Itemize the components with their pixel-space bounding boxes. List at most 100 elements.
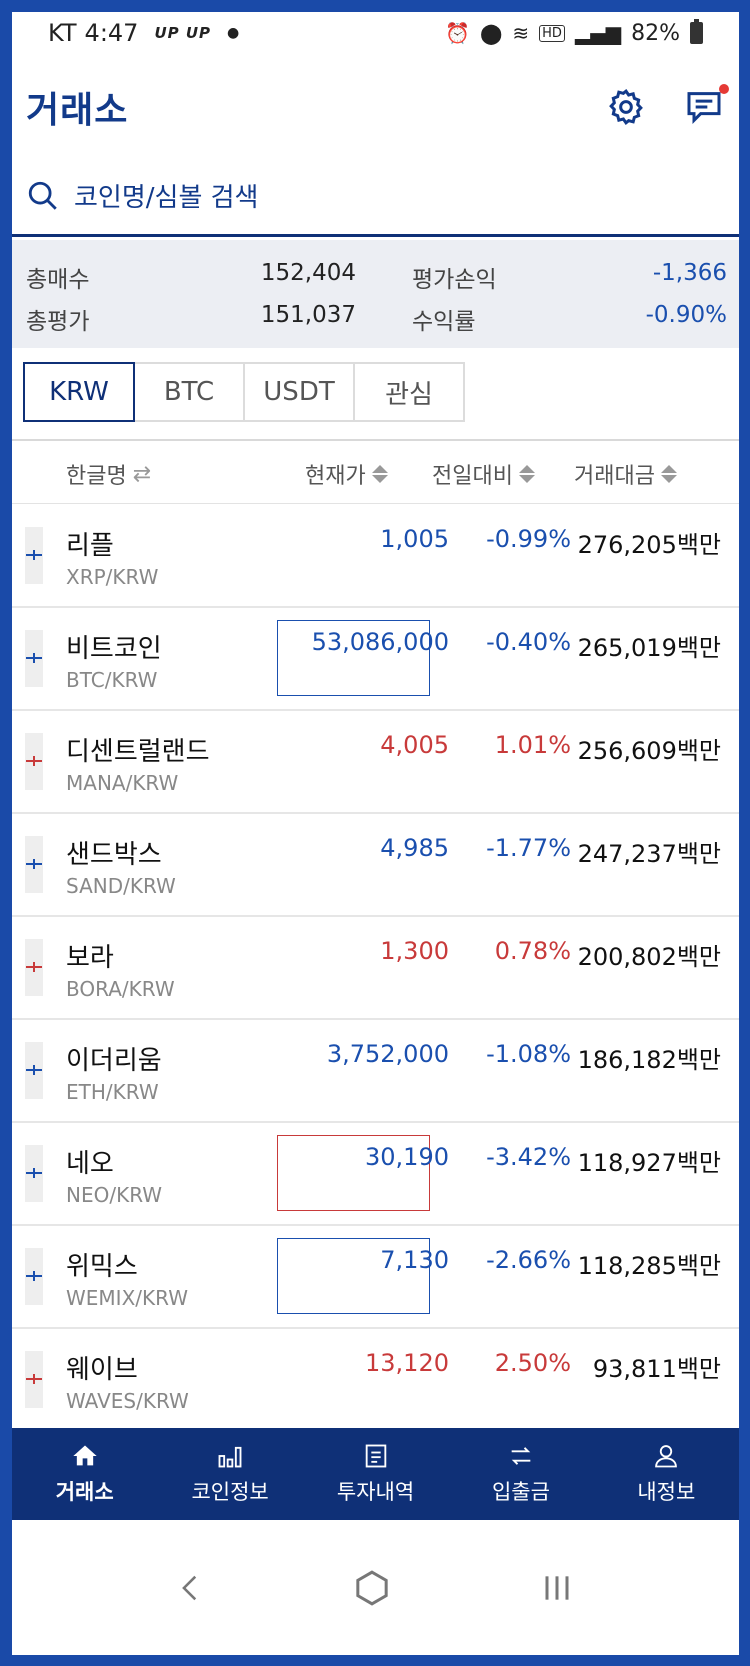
trade-volume: 118,285백만 <box>577 1252 721 1280</box>
hd-icon: HD <box>539 24 565 42</box>
search-input[interactable]: 코인명/심볼 검색 <box>74 183 259 213</box>
nav-my-info[interactable]: 내정보 <box>594 1428 739 1520</box>
column-volume-label: 거래대금 <box>574 464 655 489</box>
nav-exchange[interactable]: 거래소 <box>12 1428 157 1520</box>
coin-name: 위믹스 <box>66 1252 138 1282</box>
search-bar[interactable]: 코인명/심볼 검색 <box>12 157 739 237</box>
table-row[interactable]: 보라 BORA/KRW 1,300 0.78% 200,802백만 <box>12 917 739 1020</box>
status-tag: UP UP <box>154 24 212 42</box>
price-change: 1.01% <box>494 731 571 759</box>
table-row[interactable]: 웨이브 WAVES/KRW 13,120 2.50% 93,811백만 <box>12 1329 739 1432</box>
bar-chart-icon <box>218 1446 242 1468</box>
price-change: -1.08% <box>486 1040 571 1068</box>
app-header: 거래소 <box>12 64 739 150</box>
mini-candle-icon <box>25 630 43 687</box>
coin-list: 리플 XRP/KRW 1,005 -0.99% 276,205백만 비트코인 B… <box>12 505 739 1432</box>
tab-krw[interactable]: KRW <box>23 362 135 422</box>
trade-volume: 256,609백만 <box>577 737 721 765</box>
nav-deposit-withdraw[interactable]: 입출금 <box>448 1428 593 1520</box>
current-price: 1,005 <box>380 525 449 553</box>
divider <box>12 439 739 441</box>
price-change: -2.66% <box>486 1246 571 1274</box>
pnl-value: -1,366 <box>652 260 727 286</box>
tab-favorites[interactable]: 관심 <box>353 362 465 422</box>
recent-apps-icon[interactable] <box>537 1568 577 1608</box>
sort-price-button[interactable]: 현재가 <box>305 458 388 490</box>
signal-icon: ▂▄▆ <box>574 21 622 45</box>
table-row[interactable]: 위믹스 WEMIX/KRW 7,130 -2.66% 118,285백만 <box>12 1226 739 1329</box>
price-change: -3.42% <box>486 1143 571 1171</box>
mini-candle-icon <box>25 1042 43 1099</box>
current-price: 4,985 <box>380 834 449 862</box>
price-change: 0.78% <box>494 937 571 965</box>
coin-symbol: WEMIX/KRW <box>66 1286 188 1310</box>
current-price: 4,005 <box>380 731 449 759</box>
nav-label: 투자내역 <box>336 1480 415 1504</box>
trade-volume: 200,802백만 <box>577 943 721 971</box>
settings-button[interactable] <box>605 86 647 128</box>
swap-icon: ⇄ <box>132 461 152 487</box>
price-highlight-box <box>277 1238 430 1314</box>
current-price: 1,300 <box>380 937 449 965</box>
price-change: -0.40% <box>486 628 571 656</box>
total-buy-value: 152,404 <box>260 260 356 286</box>
price-change: -1.77% <box>486 834 571 862</box>
current-price: 13,120 <box>365 1349 449 1377</box>
bottom-nav: 거래소 코인정보 투자내역 입출금 내정보 <box>12 1428 739 1520</box>
trade-volume: 276,205백만 <box>577 531 721 559</box>
price-change: 2.50% <box>494 1349 571 1377</box>
table-row[interactable]: 샌드박스 SAND/KRW 4,985 -1.77% 247,237백만 <box>12 814 739 917</box>
status-bar: KT 4:47 UP UP ● ⏰ ⬤ ≋ HD ▂▄▆ 82% <box>12 12 739 54</box>
nav-investments[interactable]: 투자내역 <box>303 1428 448 1520</box>
table-row[interactable]: 디센트럴랜드 MANA/KRW 4,005 1.01% 256,609백만 <box>12 711 739 814</box>
table-row[interactable]: 리플 XRP/KRW 1,005 -0.99% 276,205백만 <box>12 505 739 608</box>
battery-icon <box>690 19 703 44</box>
sort-icon <box>371 465 388 483</box>
portfolio-summary: 총매수 152,404 평가손익 -1,366 총평가 151,037 수익률 … <box>12 240 739 348</box>
coin-symbol: XRP/KRW <box>66 565 159 589</box>
table-row[interactable]: 비트코인 BTC/KRW 53,086,000 -0.40% 265,019백만 <box>12 608 739 711</box>
trade-volume: 118,927백만 <box>577 1149 721 1177</box>
total-eval-label: 총평가 <box>26 309 90 335</box>
price-highlight-box <box>277 620 430 696</box>
document-icon <box>365 1444 386 1468</box>
tab-btc[interactable]: BTC <box>133 362 245 422</box>
trade-volume: 186,182백만 <box>577 1046 721 1074</box>
coin-name: 샌드박스 <box>66 840 162 870</box>
gear-icon <box>609 88 643 126</box>
coin-symbol: SAND/KRW <box>66 874 176 898</box>
sort-volume-button[interactable]: 거래대금 <box>574 458 677 490</box>
coin-name: 네오 <box>66 1149 114 1179</box>
mini-candle-icon <box>25 1145 43 1202</box>
coin-symbol: BTC/KRW <box>66 668 158 692</box>
home-icon <box>73 1445 97 1466</box>
tab-usdt[interactable]: USDT <box>243 362 355 422</box>
coin-name: 웨이브 <box>66 1355 138 1385</box>
back-icon[interactable] <box>174 1568 208 1608</box>
total-buy-label: 총매수 <box>26 267 90 293</box>
sort-change-button[interactable]: 전일대비 <box>432 458 535 490</box>
nav-label: 입출금 <box>491 1480 550 1504</box>
wifi-icon: ≋ <box>512 21 530 45</box>
page-title: 거래소 <box>26 90 129 131</box>
table-row[interactable]: 이더리움 ETH/KRW 3,752,000 -1.08% 186,182백만 <box>12 1020 739 1123</box>
coin-symbol: ETH/KRW <box>66 1080 159 1104</box>
coin-name: 보라 <box>66 943 114 973</box>
sort-icon <box>518 465 535 483</box>
nav-coin-info[interactable]: 코인정보 <box>157 1428 302 1520</box>
carrier-text: KT <box>48 19 77 47</box>
table-row[interactable]: 네오 NEO/KRW 30,190 -3.42% 118,927백만 <box>12 1123 739 1226</box>
home-button-icon[interactable] <box>352 1568 392 1608</box>
trade-volume: 93,811백만 <box>592 1355 721 1383</box>
current-price: 53,086,000 <box>311 628 449 656</box>
pnl-label: 평가손익 <box>412 267 497 293</box>
transfer-icon <box>511 1447 531 1465</box>
sort-name-button[interactable]: 한글명 ⇄ <box>66 458 151 490</box>
nav-label: 거래소 <box>55 1480 114 1504</box>
current-price: 3,752,000 <box>326 1040 449 1068</box>
unread-badge <box>719 84 729 94</box>
messages-button[interactable] <box>683 84 729 128</box>
battery-percent: 82% <box>631 20 680 46</box>
return-label: 수익률 <box>412 309 476 335</box>
nav-label: 코인정보 <box>191 1480 269 1504</box>
